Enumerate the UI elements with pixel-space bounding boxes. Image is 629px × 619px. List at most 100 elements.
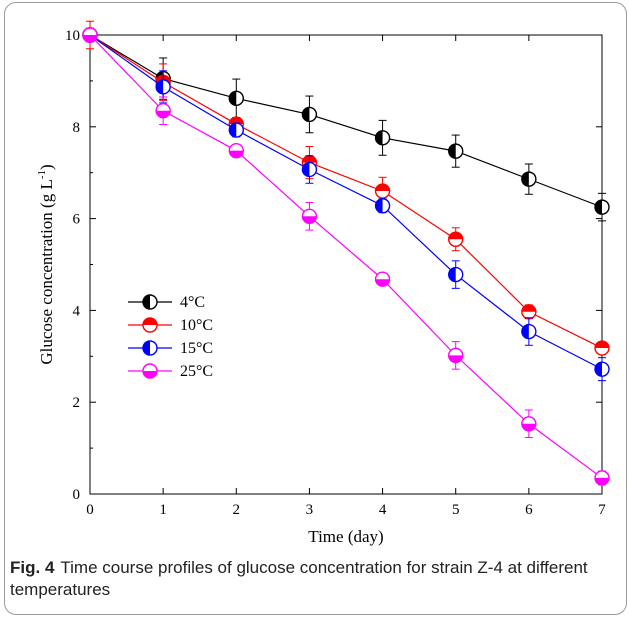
marker-fill bbox=[83, 35, 97, 42]
y-axis-title-suffix: ) bbox=[37, 164, 56, 170]
marker-fill bbox=[143, 295, 150, 309]
figure-label: Fig. 4 bbox=[10, 558, 55, 577]
y-tick-label: 2 bbox=[73, 395, 81, 411]
marker-fill bbox=[143, 318, 157, 325]
data-point bbox=[374, 271, 391, 287]
x-tick-label: 2 bbox=[233, 502, 241, 518]
legend-marker bbox=[142, 317, 158, 333]
x-tick-label: 1 bbox=[159, 502, 167, 518]
data-point bbox=[374, 183, 391, 199]
series-2 bbox=[82, 27, 610, 382]
marker-fill bbox=[156, 79, 164, 94]
x-tick-label: 3 bbox=[306, 502, 314, 518]
data-point bbox=[594, 340, 610, 356]
data-point bbox=[521, 323, 537, 340]
marker-fill bbox=[521, 304, 536, 312]
y-axis-ticks: 0 2 4 6 8 10 bbox=[65, 28, 602, 503]
marker-fill bbox=[375, 198, 383, 213]
series-3 bbox=[82, 27, 610, 486]
data-point bbox=[594, 361, 610, 377]
legend-marker bbox=[142, 294, 158, 310]
series-line bbox=[89, 34, 603, 479]
marker-fill bbox=[143, 341, 150, 355]
data-point bbox=[301, 208, 318, 225]
marker-fill bbox=[375, 279, 390, 287]
marker-fill bbox=[229, 117, 244, 125]
x-tick-label: 7 bbox=[598, 502, 606, 518]
data-point bbox=[594, 199, 610, 215]
figure-caption: Fig. 4 Time course profiles of glucose co… bbox=[10, 557, 610, 601]
marker-fill bbox=[143, 371, 157, 378]
x-axis-ticks: 0 1 2 3 4 5 6 7 bbox=[86, 35, 606, 518]
marker-fill bbox=[595, 341, 609, 349]
y-axis-title-superscript: -1 bbox=[36, 170, 48, 179]
x-tick-label: 4 bbox=[379, 502, 387, 518]
legend-entry: 4°C bbox=[128, 294, 205, 311]
marker-fill bbox=[521, 423, 536, 431]
marker-fill bbox=[448, 267, 456, 282]
marker-fill bbox=[595, 362, 602, 377]
y-axis-title-main: Glucose concentration (g L bbox=[37, 179, 56, 365]
marker-fill bbox=[302, 216, 317, 224]
legend-marker bbox=[142, 340, 158, 356]
data-point bbox=[521, 416, 537, 432]
legend-entry: 25°C bbox=[128, 363, 213, 380]
marker-fill bbox=[595, 200, 602, 215]
data-point bbox=[448, 347, 464, 364]
y-axis-title: Glucose concentration (g L-1) bbox=[36, 164, 56, 364]
legend-label: 15°C bbox=[180, 340, 213, 357]
y-tick-label: 0 bbox=[73, 487, 81, 503]
legend-entry: 15°C bbox=[128, 340, 213, 357]
data-point bbox=[155, 79, 171, 95]
data-point bbox=[82, 27, 98, 43]
marker-fill bbox=[448, 355, 463, 363]
data-point bbox=[155, 103, 171, 119]
y-tick-label: 4 bbox=[73, 303, 81, 319]
series-layer bbox=[82, 20, 610, 486]
caption-text: Time course profiles of glucose concentr… bbox=[10, 558, 588, 599]
glucose-line-chart: 0 1 2 3 4 5 6 7 0 2 4 6 8 10 Time (day) Glucose conc… bbox=[36, 20, 610, 546]
marker-fill bbox=[302, 107, 310, 122]
data-point bbox=[594, 470, 610, 486]
series-line bbox=[89, 34, 603, 349]
y-tick-label: 8 bbox=[73, 120, 81, 136]
marker-fill bbox=[156, 110, 171, 118]
legend-entry: 10°C bbox=[128, 317, 213, 334]
series-line bbox=[89, 34, 603, 208]
data-point bbox=[448, 266, 464, 283]
data-point bbox=[521, 171, 537, 187]
figure-frame bbox=[4, 2, 627, 615]
data-point bbox=[374, 130, 391, 146]
data-point bbox=[448, 231, 464, 247]
data-point bbox=[228, 90, 244, 107]
marker-fill bbox=[595, 477, 609, 485]
marker-fill bbox=[375, 130, 383, 145]
data-point bbox=[521, 304, 537, 320]
data-point bbox=[301, 161, 318, 178]
legend-label: 4°C bbox=[180, 294, 205, 311]
marker-fill bbox=[448, 232, 463, 240]
data-point bbox=[301, 106, 318, 123]
marker-fill bbox=[229, 123, 237, 138]
data-point bbox=[228, 142, 244, 159]
legend-label: 25°C bbox=[180, 363, 213, 380]
y-tick-label: 10 bbox=[65, 28, 80, 44]
marker-fill bbox=[448, 144, 456, 159]
x-tick-label: 5 bbox=[452, 502, 460, 518]
marker-fill bbox=[229, 150, 244, 158]
x-tick-label: 6 bbox=[525, 502, 533, 518]
x-axis-title: Time (day) bbox=[308, 527, 383, 546]
x-tick-label: 0 bbox=[86, 502, 94, 518]
y-tick-label: 6 bbox=[73, 212, 81, 228]
data-point bbox=[374, 198, 391, 214]
data-point bbox=[228, 122, 244, 138]
marker-fill bbox=[521, 324, 529, 339]
marker-fill bbox=[521, 172, 529, 187]
legend-label: 10°C bbox=[180, 317, 213, 334]
marker-fill bbox=[302, 162, 310, 177]
series-line bbox=[89, 34, 603, 370]
marker-fill bbox=[375, 184, 390, 192]
legend: 4°C 10°C 15°C 25°C bbox=[128, 294, 213, 380]
data-point bbox=[448, 143, 464, 159]
legend-marker bbox=[142, 363, 158, 379]
